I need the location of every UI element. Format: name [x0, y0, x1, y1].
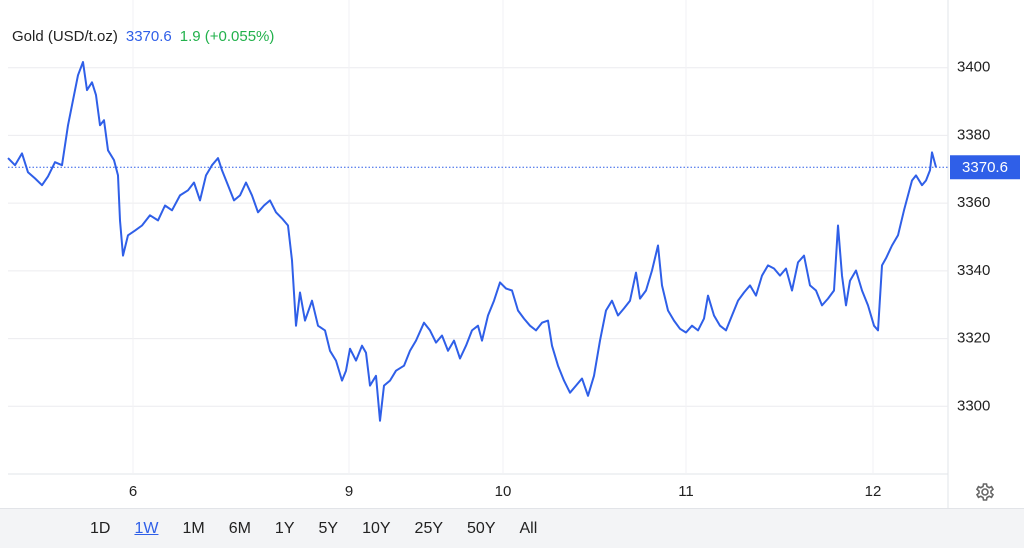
x-tick-label: 10 [495, 483, 512, 500]
range-button[interactable]: 25Y [414, 519, 444, 537]
instrument: Gold (USD/t.oz) [12, 28, 118, 45]
header: Gold (USD/t.oz) 3370.6 1.9 (+0.055%) [12, 28, 274, 45]
last-price-box [950, 155, 1020, 180]
price: 3370.6 [125, 28, 172, 45]
range-button[interactable]: 1M [182, 519, 205, 537]
price-line [7, 61, 937, 422]
range-button[interactable]: All [519, 519, 538, 537]
x-tick-label: 9 [345, 483, 353, 500]
y-tick-label: 3320 [957, 330, 990, 347]
y-tick-label: 3360 [957, 194, 990, 211]
y-tick-label: 3300 [957, 397, 990, 414]
range-button[interactable]: 10Y [362, 519, 391, 537]
y-tick-label: 3380 [957, 126, 990, 143]
range-button[interactable]: 1Y [274, 519, 295, 537]
x-tick-label: 12 [865, 483, 882, 500]
y-tick-label: 3400 [957, 59, 990, 76]
x-tick-label: 11 [678, 483, 694, 500]
range-button[interactable]: 1W [134, 519, 159, 537]
range-button[interactable]: 6M [228, 519, 251, 537]
range-button[interactable]: 50Y [467, 519, 496, 537]
chart: 3300 3320 3340 3360 3380 3400 6 9 10 11 12 3370.6 [7, 0, 1020, 508]
y-tick-label: 3340 [957, 262, 990, 279]
plot: 3300 3320 3340 3360 3380 3400 6 9 10 11 12 3370.6 [7, 0, 1020, 500]
range-bar: 1D 1W 1M 6M 1Y 5Y 10Y 25Y 50Y All [0, 508, 1024, 548]
settings-icon[interactable] [975, 483, 995, 501]
last-price-label: 3370.6 [962, 159, 1008, 176]
change: 1.9 (+0.055%) [179, 28, 275, 45]
x-tick-label: 6 [129, 483, 137, 500]
range-button[interactable]: 1D [90, 519, 111, 537]
range-button[interactable]: 5Y [318, 519, 339, 537]
